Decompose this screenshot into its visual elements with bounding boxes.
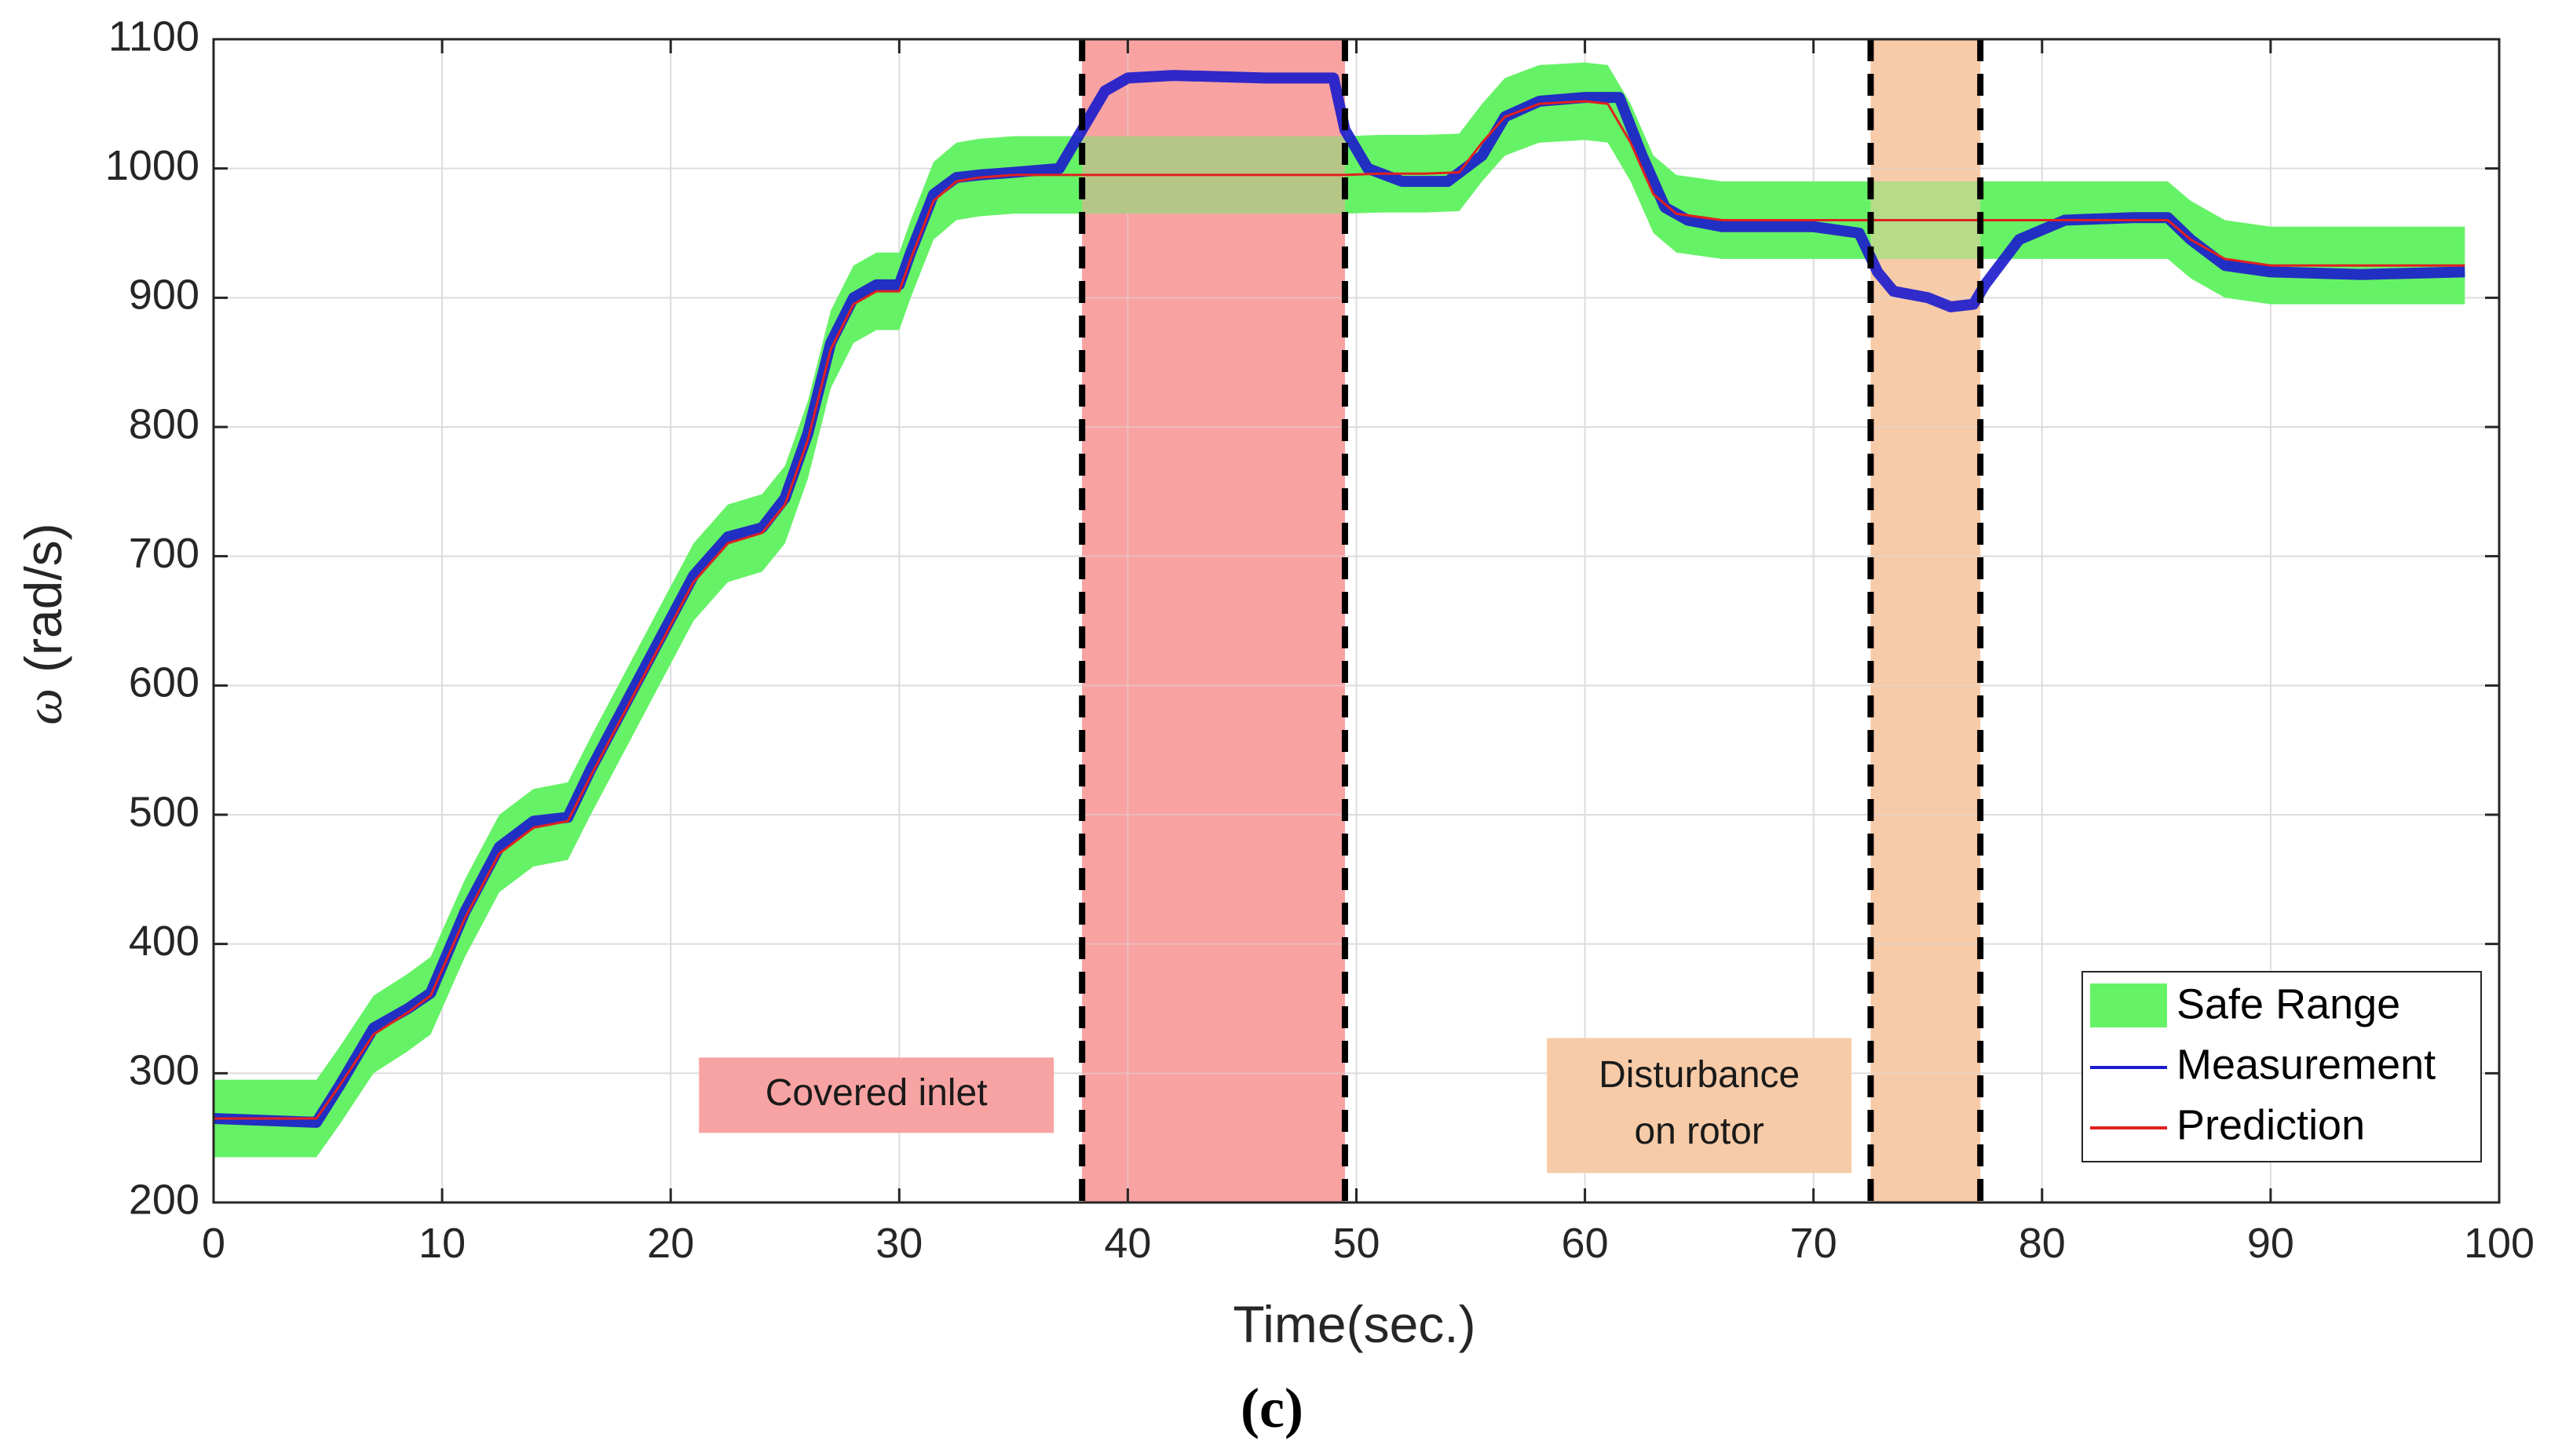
x-tick-label-90: 90 [2247, 1220, 2294, 1267]
y-tick-label-1000: 1000 [105, 142, 199, 189]
region-overlay-1 [1870, 39, 1981, 1202]
annotation-disturbance-box [1547, 1038, 1852, 1173]
legend-label-prediction: Prediction [2176, 1101, 2365, 1148]
safe-range-band [214, 62, 2465, 1158]
event-lines [1079, 39, 1984, 1202]
x-tick-label-0: 0 [202, 1220, 225, 1267]
x-axis-label: Time(sec.) [1233, 1295, 1475, 1353]
annotation-disturbance-line-1: Disturbance [1599, 1054, 1800, 1096]
y-axis-label-text: ω (rad/s) [14, 523, 73, 724]
y-axis-label-unit: (rad/s) [14, 523, 72, 673]
legend-label-measurement: Measurement [2176, 1041, 2436, 1088]
y-tick-label-800: 800 [129, 400, 199, 447]
y-tick-label-400: 400 [129, 918, 199, 965]
annotation-covered-inlet-box [699, 1057, 1054, 1133]
annotation-disturbance-line-2: on rotor [1634, 1111, 1763, 1152]
region-overlay-0 [1082, 39, 1345, 1202]
series-lines [213, 70, 2465, 1128]
y-tick-label-1100: 1100 [108, 13, 199, 60]
prediction-line [214, 100, 2465, 1120]
y-tick-label-200: 200 [129, 1176, 199, 1223]
x-tick-label-40: 40 [1104, 1220, 1151, 1267]
legend: Safe Range Measurement Prediction [2081, 971, 2482, 1162]
y-tick-label-900: 900 [129, 272, 199, 319]
y-tick-label-600: 600 [129, 659, 199, 706]
axis-ticks: 0 10 20 30 40 50 60 70 80 90 100 200 300 400 500 600 700… [105, 13, 2535, 1267]
region-overlays [1082, 39, 1981, 1202]
legend-swatch-safe-range [2090, 983, 2167, 1027]
legend-label-safe-range: Safe Range [2176, 980, 2400, 1027]
x-tick-label-60: 60 [1562, 1220, 1609, 1267]
x-tick-label-10: 10 [418, 1220, 466, 1267]
x-tick-label-50: 50 [1332, 1220, 1380, 1267]
safe-range-area [214, 62, 2465, 1158]
figure-caption: (c) [1241, 1377, 1303, 1440]
annotation-disturbance: Disturbance on rotor [1547, 1038, 1852, 1173]
y-tick-label-700: 700 [129, 530, 199, 577]
x-tick-label-20: 20 [647, 1220, 694, 1267]
measurement-line [213, 70, 2465, 1128]
annotation-covered-inlet: Covered inlet [699, 1057, 1054, 1133]
y-tick-label-300: 300 [129, 1047, 199, 1094]
x-tick-label-30: 30 [875, 1220, 923, 1267]
y-tick-label-500: 500 [129, 788, 199, 835]
y-axis-label-symbol: ω [16, 688, 73, 725]
y-axis-label: ω (rad/s) [14, 523, 73, 724]
annotation-covered-inlet-text: Covered inlet [766, 1072, 988, 1114]
x-tick-label-100: 100 [2464, 1220, 2535, 1267]
x-tick-label-80: 80 [2019, 1220, 2066, 1267]
x-tick-label-70: 70 [1790, 1220, 1837, 1267]
